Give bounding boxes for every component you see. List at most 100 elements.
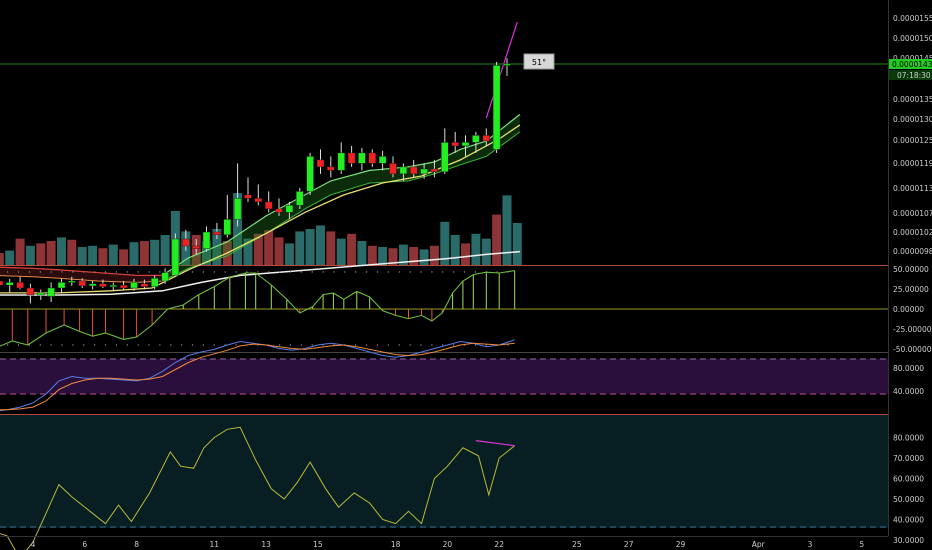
time-tick-label: 5 xyxy=(859,540,864,549)
price-trendline xyxy=(485,21,518,119)
macd-upper-dot xyxy=(202,271,205,273)
bull-candle xyxy=(68,280,76,283)
bear-candle xyxy=(78,280,86,287)
macd-lower-dot xyxy=(148,344,150,346)
time-tick-label: 4 xyxy=(31,540,36,549)
bear-candle xyxy=(451,142,459,147)
red-ma-lower-line xyxy=(0,275,163,283)
green-ma-lower-line xyxy=(162,131,521,282)
volume-bar xyxy=(450,235,460,265)
current-price-label: 0.00001432 xyxy=(892,60,932,69)
macd-upper-dot xyxy=(28,271,31,273)
macd-upper-dot xyxy=(452,271,455,273)
macd-upper-dot xyxy=(387,271,389,273)
rsi-band xyxy=(0,415,888,528)
macd-upper-dot xyxy=(431,271,433,273)
rsi-tick-label: 40.0000 xyxy=(893,516,924,525)
bull-candle xyxy=(150,278,159,287)
macd-upper-dot xyxy=(289,271,292,273)
macd-line xyxy=(0,270,515,347)
macd-upper-dot xyxy=(235,271,237,273)
bull-candle xyxy=(503,63,511,66)
countdown-label: 07:18:30 xyxy=(897,71,931,80)
macd-upper-dot xyxy=(485,271,487,273)
bear-candle xyxy=(347,152,356,164)
volume-bar xyxy=(0,253,4,265)
volume-bar xyxy=(326,231,336,265)
macd-upper-dot xyxy=(115,271,118,273)
macd-tick-label: -50.00000 xyxy=(893,345,932,354)
macd-upper-dot xyxy=(17,271,20,273)
macd-lower-dot xyxy=(181,344,183,346)
bull-candle xyxy=(285,205,294,213)
macd-lower-dot xyxy=(126,344,128,346)
macd-upper-dot xyxy=(137,271,139,273)
stochastic-indicator xyxy=(0,339,515,412)
current-price-tag: 0.00001432 07:18:30 xyxy=(889,59,932,80)
red-ma-upper-line xyxy=(0,266,163,277)
bull-candle xyxy=(233,198,242,220)
macd-lower-dot xyxy=(278,344,281,346)
bear-candle xyxy=(213,231,221,235)
rsi-tick-label: 30.0000 xyxy=(893,536,924,545)
volume-bar xyxy=(46,241,56,265)
volume-bar xyxy=(57,237,66,265)
bull-candle xyxy=(161,272,169,282)
macd-upper-dot xyxy=(398,271,400,273)
volume-bar xyxy=(481,238,491,265)
bull-candle xyxy=(202,231,211,249)
macd-lower-dot xyxy=(409,344,411,346)
volume-bar xyxy=(429,245,439,265)
volume-bar xyxy=(461,243,470,265)
macd-upper-dot xyxy=(376,271,379,273)
red-ma-cloud xyxy=(0,267,163,283)
volume-bar xyxy=(512,223,522,265)
macd-lower-dot xyxy=(170,344,172,346)
time-tick-label: Apr xyxy=(752,540,766,549)
macd-lower-dot xyxy=(289,344,292,346)
macd-upper-dot xyxy=(126,271,128,273)
macd-indicator xyxy=(0,270,516,347)
macd-upper-dot xyxy=(224,271,226,273)
volume-bar xyxy=(440,221,450,265)
bear-candle xyxy=(119,285,128,289)
macd-lower-dot xyxy=(474,344,477,346)
volume-bar xyxy=(274,237,284,265)
rsi-line xyxy=(0,426,516,550)
bull-candle xyxy=(337,152,345,171)
volume-bar xyxy=(295,231,305,265)
bull-candle xyxy=(47,287,55,297)
macd-upper-dot xyxy=(257,271,259,273)
bear-candle xyxy=(182,238,190,247)
time-tick-label: 6 xyxy=(82,540,87,549)
trend-callout[interactable]: 51° xyxy=(523,53,555,70)
volume-bar xyxy=(119,249,129,265)
stoch-band xyxy=(0,359,888,394)
volume-bar xyxy=(316,225,325,265)
macd-lower-dot xyxy=(50,344,52,346)
macd-upper-dot xyxy=(420,271,422,273)
volume-bar xyxy=(36,243,46,265)
bear-candle xyxy=(430,168,439,172)
bull-candle xyxy=(223,219,232,235)
bear-candle xyxy=(16,282,24,289)
bear-candle xyxy=(99,283,107,287)
volume-bar xyxy=(253,233,263,265)
macd-upper-dot xyxy=(496,271,498,273)
macd-upper-dot xyxy=(442,271,444,273)
macd-lower-dot xyxy=(398,344,400,346)
volume-bar xyxy=(264,230,274,265)
macd-upper-dot xyxy=(409,271,411,273)
volume-bar xyxy=(284,243,294,265)
macd-lower-dot xyxy=(28,344,31,346)
macd-lower-dot xyxy=(311,344,313,346)
time-tick-label: 27 xyxy=(624,540,634,549)
macd-lower-dot xyxy=(159,344,161,346)
green-ma-cloud xyxy=(162,114,520,282)
